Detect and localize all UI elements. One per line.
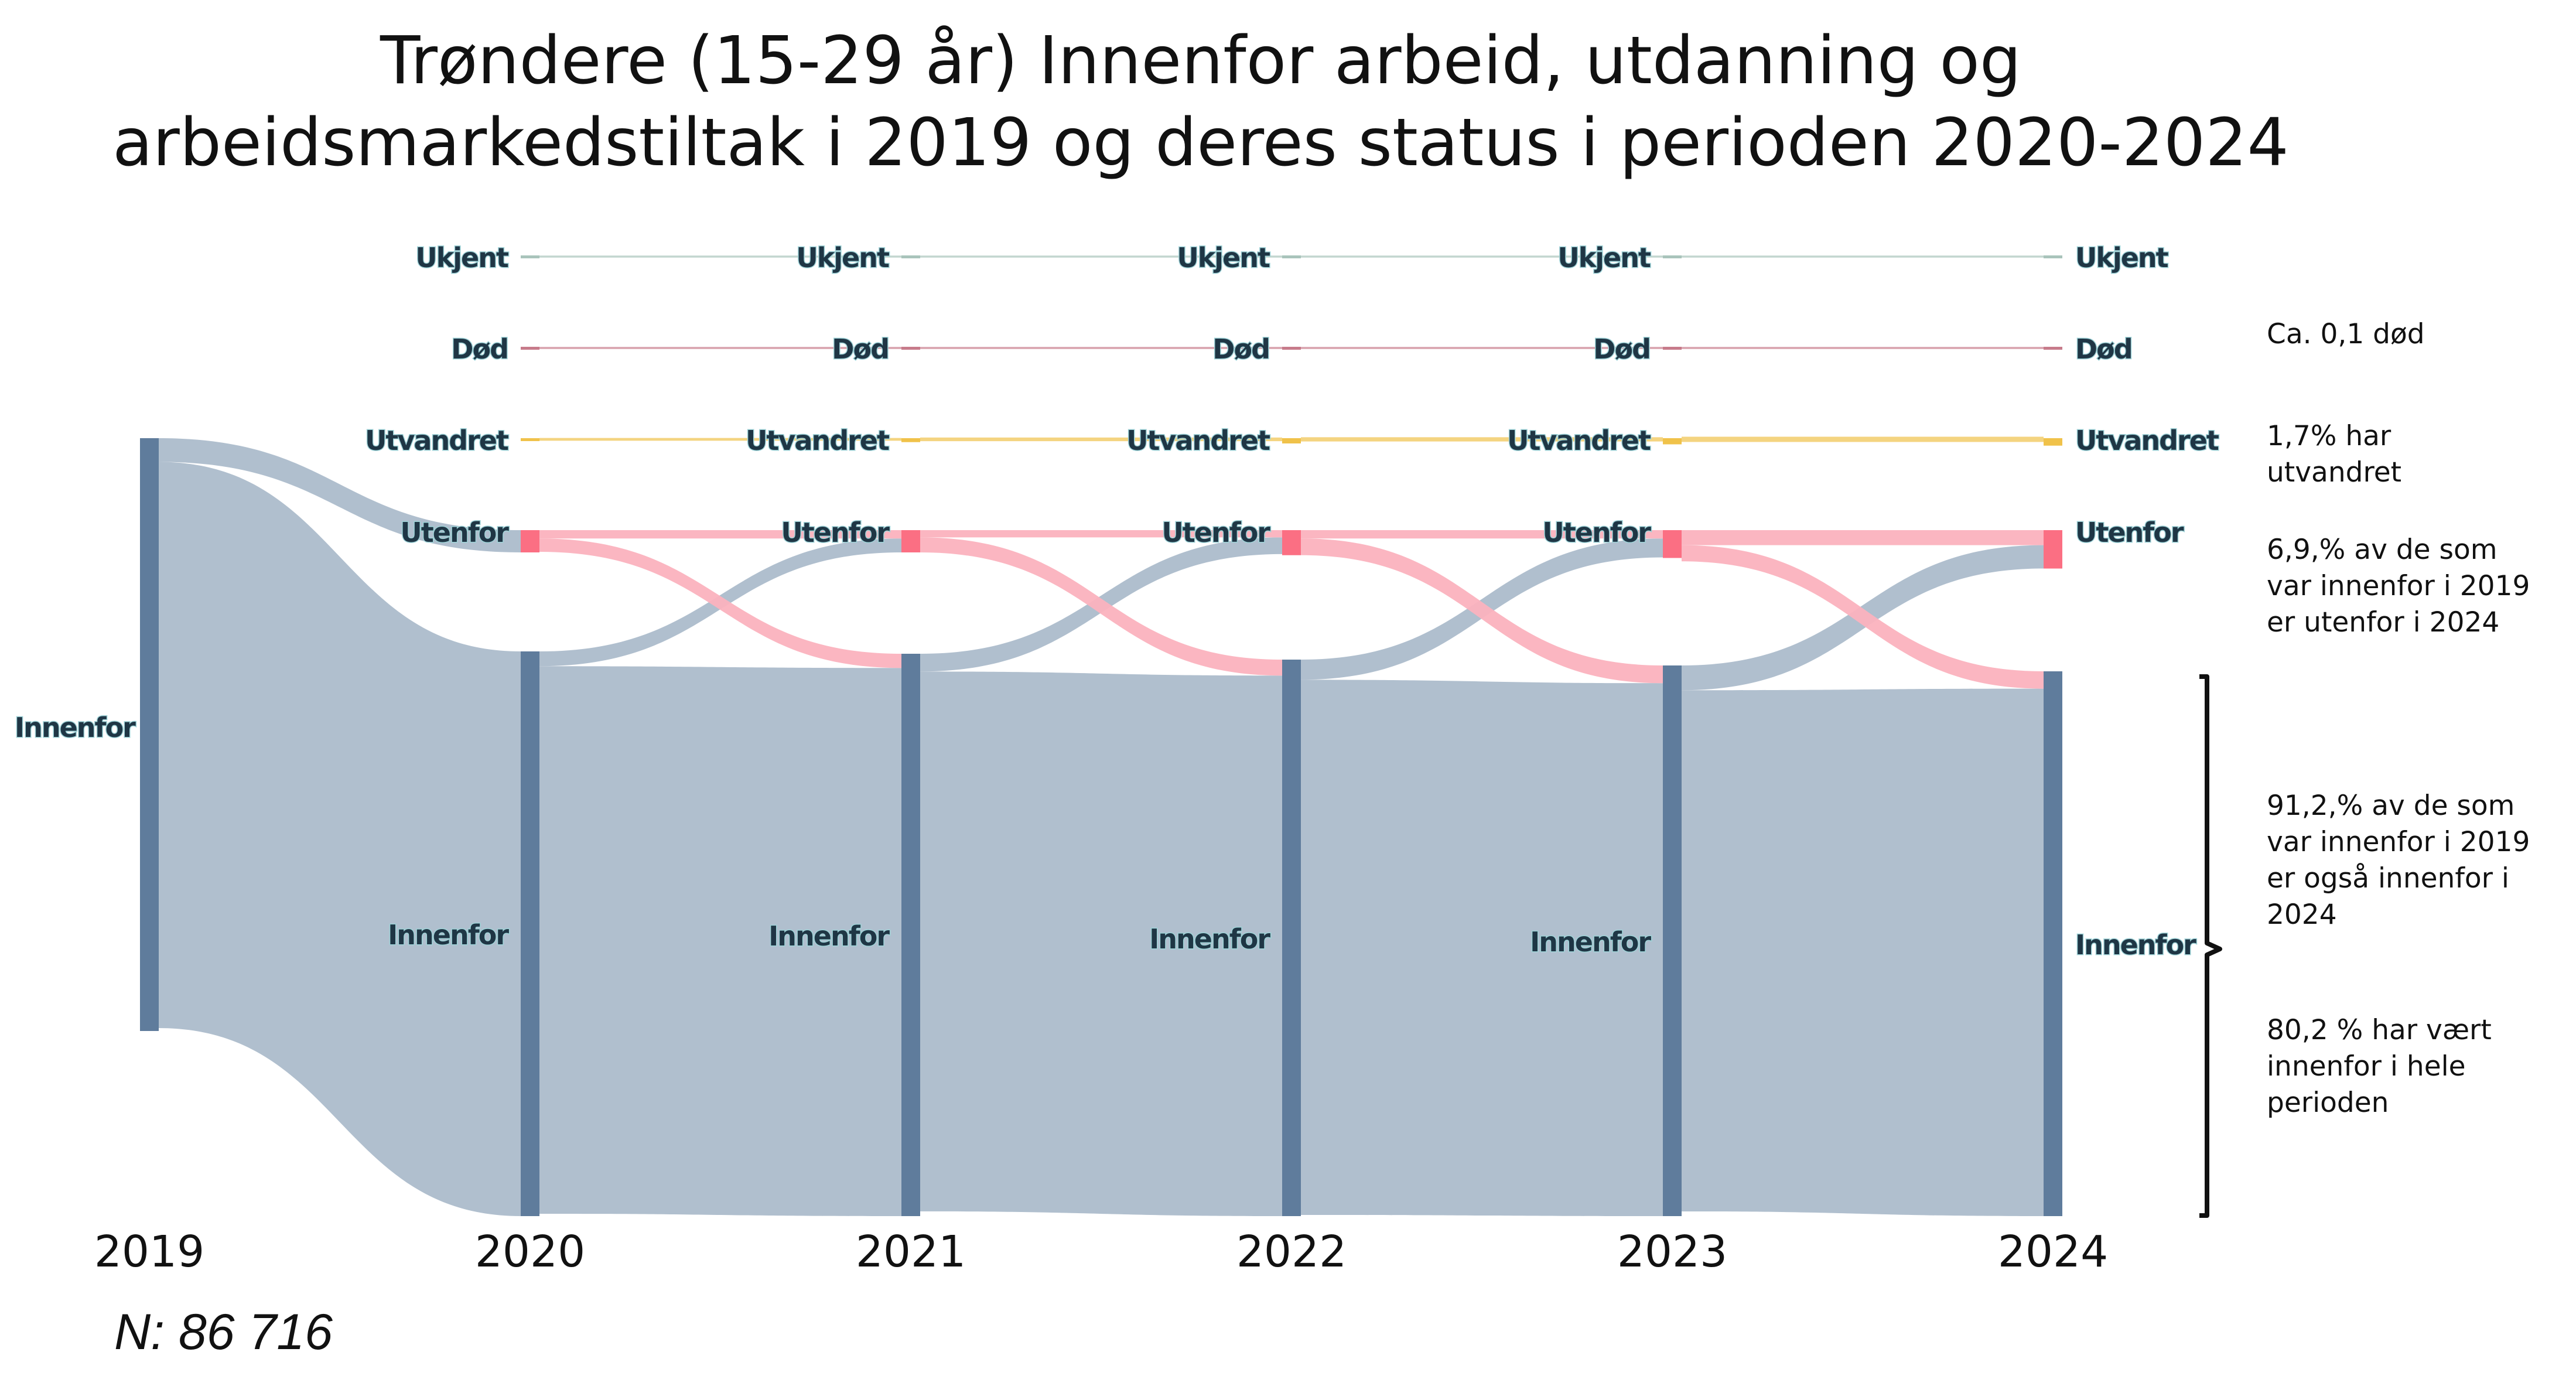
node-label-2021-død: Død: [832, 333, 889, 365]
sankey-flow-2023-utenfor-to-2024-innenfor: [1682, 545, 2044, 689]
annotation-utenfor-line: 6,9,% av de som: [2267, 534, 2498, 566]
sankey-node-2019-innenfor: [140, 438, 159, 1031]
sankey-node-2021-utenfor: [901, 530, 920, 552]
sankey-nodes: [140, 255, 2062, 1216]
node-label-2023-utvandret: Utvandret: [1507, 425, 1651, 456]
annotation-dod-text: Ca. 0,1 død: [2267, 318, 2425, 350]
sankey-node-2020-død: [521, 347, 539, 350]
sankey-node-2022-død: [1282, 347, 1301, 350]
node-label-2020-utenfor: Utenfor: [400, 517, 509, 548]
sankey-node-2021-død: [901, 347, 920, 350]
node-label-2020-ukjent: Ukjent: [415, 242, 508, 274]
annotation-utvandret: 1,7% har utvandret: [2267, 418, 2571, 491]
sankey-node-2023-utenfor: [1663, 530, 1682, 558]
node-label-2023-død: Død: [1593, 333, 1650, 365]
node-label-2020-innenfor: Innenfor: [388, 919, 509, 951]
annotation-utvandret-line: 1,7% har: [2267, 420, 2391, 452]
node-label-2024-død: Død: [2075, 333, 2132, 365]
sankey-node-2024-utenfor: [2044, 530, 2062, 569]
sankey-node-2020-ukjent: [521, 255, 539, 258]
sankey-node-2023-utvandret: [1663, 438, 1682, 445]
sankey-node-2020-utvandret: [521, 438, 539, 441]
sankey-flow-2022-utenfor-to-2023-utenfor: [1301, 530, 1663, 539]
annotation-utvandret-line: utvandret: [2267, 456, 2402, 489]
year-label-2024: 2024: [1998, 1227, 2108, 1277]
sankey-node-2021-utvandret: [901, 438, 920, 442]
sankey-flow-2020-utenfor-to-2021-utenfor: [539, 530, 901, 539]
node-label-2022-innenfor: Innenfor: [1149, 923, 1270, 955]
sankey-node-2024-innenfor: [2044, 671, 2062, 1216]
sankey-node-labels: Innenfor Ukjent Død Utvandret Utenfor Innenfo…: [14, 241, 2221, 962]
sankey-node-2024-ukjent: [2044, 255, 2062, 258]
sankey-node-2022-innenfor: [1282, 660, 1301, 1216]
innenfor-brace: [2199, 674, 2222, 1218]
sankey-flow-2021-innenfor-to-2022-innenfor: [920, 671, 1282, 1216]
annotation-utenfor-line: er utenfor i 2024: [2267, 606, 2500, 639]
sankey-node-2020-utenfor: [521, 530, 539, 552]
sample-size-note: N: 86 716: [114, 1304, 333, 1360]
sankey-node-2022-utenfor: [1282, 530, 1301, 555]
sankey-flow-2020-innenfor-to-2021-innenfor: [539, 666, 901, 1216]
sankey-flow-2020-utenfor-to-2021-innenfor: [539, 538, 901, 668]
node-label-2022-utvandret: Utvandret: [1126, 425, 1270, 456]
node-label-2020-utvandret: Utvandret: [365, 425, 508, 456]
sankey-flow-2021-utenfor-to-2022-utenfor: [920, 530, 1282, 538]
annotation-utenfor: 6,9,% av de som var innenfor i 2019 er u…: [2267, 532, 2571, 641]
sankey-flow-2019-innenfor-to-2020-utenfor: [159, 438, 521, 552]
year-label-2021: 2021: [856, 1227, 966, 1277]
sankey-node-2023-innenfor: [1663, 665, 1682, 1216]
node-label-2024-utenfor: Utenfor: [2075, 517, 2184, 548]
year-label-2023: 2023: [1617, 1227, 1727, 1277]
sankey-node-2022-ukjent: [1282, 255, 1301, 258]
node-label-2021-utenfor: Utenfor: [781, 517, 890, 548]
node-label-2021-utvandret: Utvandret: [746, 425, 889, 456]
annotation-utenfor-line: var innenfor i 2019: [2267, 570, 2530, 602]
sankey-node-2021-innenfor: [901, 654, 920, 1216]
node-label-2024-utvandret: Utvandret: [2075, 425, 2219, 456]
node-label-2020-død: Død: [451, 333, 508, 365]
node-label-2022-ukjent: Ukjent: [1177, 242, 1270, 274]
sankey-flow-2023-utenfor-to-2024-utenfor: [1682, 530, 2044, 545]
chart-title-line-2: arbeidsmarkedstiltak i 2019 og deres sta…: [112, 105, 2289, 181]
node-label-2023-ukjent: Ukjent: [1557, 242, 1651, 274]
node-label-2023-innenfor: Innenfor: [1530, 926, 1651, 958]
sankey-flow-2021-utenfor-to-2022-innenfor: [920, 537, 1282, 676]
node-label-2019-innenfor: Innenfor: [15, 712, 136, 743]
annotation-dod: Ca. 0,1 død: [2267, 316, 2571, 353]
annotation-innenfor-line: 2024: [2267, 899, 2337, 931]
annotation-innenfor: 91,2,% av de som var innenfor i 2019 er …: [2267, 788, 2571, 933]
sankey-node-2020-innenfor: [521, 651, 539, 1216]
sankey-flow-2019-innenfor-to-2020-innenfor: [159, 462, 521, 1216]
sankey-flow-2023-innenfor-to-2024-innenfor: [1682, 688, 2044, 1216]
annotation-innenfor-line: er også innenfor i: [2267, 862, 2509, 895]
node-label-2024-innenfor: Innenfor: [2075, 929, 2196, 961]
node-label-2023-utenfor: Utenfor: [1542, 517, 1651, 548]
node-label-2021-innenfor: Innenfor: [768, 920, 890, 952]
sankey-node-2024-utvandret: [2044, 438, 2062, 446]
annotation-innenfor-line: 91,2,% av de som: [2267, 790, 2515, 822]
annotation-hele-line: 80,2 % har vært: [2267, 1014, 2492, 1046]
node-label-2022-utenfor: Utenfor: [1161, 517, 1270, 548]
annotation-hele-line: innenfor i hele: [2267, 1050, 2466, 1083]
node-label-2024-ukjent: Ukjent: [2075, 242, 2168, 274]
annotation-hele-line: perioden: [2267, 1087, 2389, 1119]
node-label-2021-ukjent: Ukjent: [796, 242, 889, 274]
sankey-node-2022-utvandret: [1282, 438, 1301, 443]
sankey-flows: [159, 255, 2044, 1216]
sankey-node-2024-død: [2044, 347, 2062, 350]
sankey-flow-2022-innenfor-to-2023-innenfor: [1301, 680, 1663, 1216]
node-label-2022-død: Død: [1212, 333, 1269, 365]
year-label-2019: 2019: [94, 1227, 204, 1277]
annotation-hele-perioden: 80,2 % har vært innenfor i hele perioden: [2267, 1012, 2571, 1121]
chart-title-line-1: Trøndere (15-29 år) Innenfor arbeid, utd…: [380, 23, 2021, 99]
year-label-2020: 2020: [475, 1227, 585, 1277]
sankey-node-2023-ukjent: [1663, 255, 1682, 258]
year-label-2022: 2022: [1236, 1227, 1347, 1277]
sankey-flow-2022-utenfor-to-2023-innenfor: [1301, 538, 1663, 684]
sankey-node-2021-ukjent: [901, 255, 920, 258]
sankey-node-2023-død: [1663, 347, 1682, 350]
annotation-innenfor-line: var innenfor i 2019: [2267, 826, 2530, 858]
year-axis: 2019 2020 2021 2022 2023 2024: [94, 1227, 2108, 1277]
